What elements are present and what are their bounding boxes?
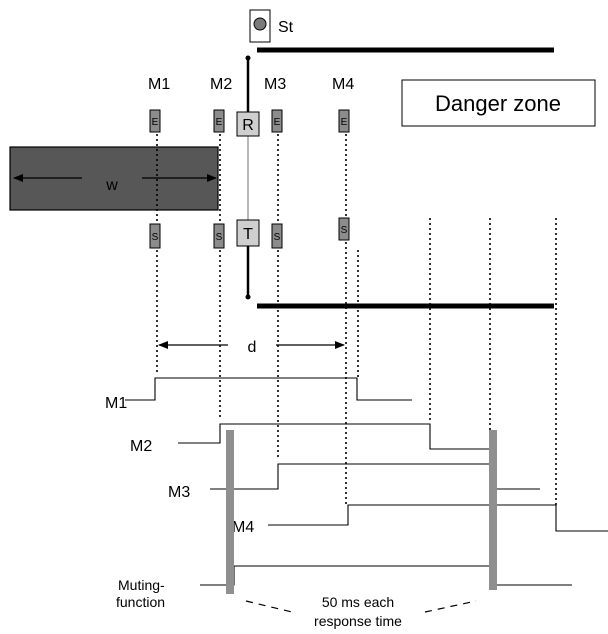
response-time-bar-start [226, 430, 234, 594]
response-time-line2: response time [314, 613, 402, 629]
fence [245, 47, 554, 309]
svg-text:R: R [242, 117, 254, 134]
svg-text:S: S [341, 225, 348, 236]
response-time-dash-right [424, 600, 477, 613]
sensor-label-m2: M2 [210, 76, 232, 93]
signal-m2: M2 [130, 423, 492, 455]
signal-trace-muting [200, 565, 491, 586]
light-curtain-transmitter: T [236, 219, 260, 247]
signal-label-m4: M4 [232, 519, 254, 536]
traffic-light-lamp-icon [253, 17, 267, 31]
svg-text:S: S [152, 232, 159, 243]
emitter-m3: E [271, 109, 283, 133]
traffic-light-label: St [278, 19, 294, 36]
emitter-m1: E [149, 109, 161, 133]
response-time-bar-end [489, 430, 497, 590]
signal-label-m3: M3 [168, 484, 190, 501]
signal-trace-m3 [210, 463, 489, 490]
sensor-label-m4: M4 [332, 76, 354, 93]
svg-text:E: E [274, 117, 281, 128]
danger-zone-box [401, 79, 596, 127]
fence-bottom-post-cap [245, 294, 251, 300]
fence-top-post-cap [245, 55, 251, 61]
emitter-m4: E [338, 109, 350, 133]
guide-lines [156, 134, 557, 505]
svg-text:T: T [243, 226, 253, 243]
sensor-label-m1: M1 [148, 76, 170, 93]
signal-trace-m2 [178, 423, 492, 450]
signal-m1: M1 [105, 377, 412, 412]
signal-trace-m4 [268, 504, 608, 532]
sender-m4: S [338, 217, 350, 241]
signal-m3: M3 [168, 463, 540, 501]
response-time-dash-left [245, 600, 293, 613]
muting-label-line2: function [116, 594, 165, 610]
signal-trace-m1 [125, 377, 412, 401]
svg-text:E: E [341, 117, 348, 128]
signal-label-m1: M1 [105, 395, 127, 412]
svg-text:E: E [152, 117, 159, 128]
signal-muting: Muting- function [116, 565, 572, 610]
sender-m3: S [271, 223, 283, 249]
sender-m2: S [213, 223, 225, 249]
danger-zone-label: Danger zone [435, 91, 561, 116]
distance-dimension: d [158, 339, 345, 356]
svg-text:E: E [216, 117, 223, 128]
sender-m1: S [149, 223, 161, 249]
object-width-label: w [105, 177, 118, 194]
danger-zone: Danger zone [401, 79, 596, 127]
conveyed-object: w [9, 146, 219, 211]
emitter-m2: E [213, 109, 225, 133]
response-time-annotation: 50 ms each response time [245, 594, 477, 629]
signal-m4: M4 [232, 504, 608, 536]
sensor-label-m3: M3 [264, 76, 286, 93]
distance-label: d [248, 339, 257, 356]
traffic-light: St [249, 9, 294, 43]
response-time-line1: 50 ms each [322, 594, 394, 610]
muting-label-line1: Muting- [118, 577, 165, 593]
light-curtain-receiver: R [236, 111, 260, 137]
signal-label-m2: M2 [130, 438, 152, 455]
svg-text:S: S [274, 232, 281, 243]
svg-text:S: S [216, 232, 223, 243]
